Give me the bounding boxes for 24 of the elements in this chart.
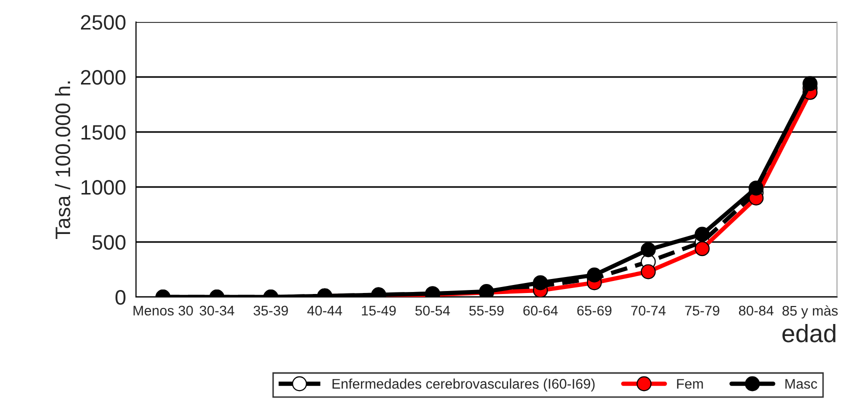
x-tick-label: 75-79 (685, 306, 720, 316)
x-tick-label: 85 y màs (782, 305, 838, 318)
legend-label: Enfermedades cerebrovasculares (I60-I69) (332, 378, 595, 392)
legend-label: Fem (677, 379, 703, 389)
x-tick-label: Menos 30 (134, 306, 193, 316)
y-tick-label: 2000 (80, 70, 126, 85)
x-tick-label: 60-64 (523, 306, 558, 316)
x-tick-label: 50-54 (415, 306, 450, 316)
legend-label: Masc (785, 379, 818, 389)
x-axis-title: edad (782, 324, 836, 342)
y-tick-label: 1000 (82, 180, 126, 195)
y-tick-label: 500 (92, 235, 126, 250)
y-tick-label: 1500 (82, 125, 126, 140)
x-tick-label: 65-69 (577, 306, 612, 316)
y-tick-label: 0 (116, 290, 126, 305)
x-tick-label: 30-34 (200, 306, 234, 316)
x-tick-label: 35-39 (254, 306, 288, 316)
x-tick-label: 80-84 (738, 306, 774, 316)
x-tick-label: 55-59 (469, 306, 504, 316)
x-tick-label: 70-74 (631, 306, 666, 316)
y-axis-title: Tasa / 100.000 h. (54, 81, 70, 239)
x-tick-label: 40-44 (307, 306, 342, 316)
y-tick-label: 2500 (80, 15, 126, 30)
x-tick-label: 15-49 (362, 306, 396, 316)
